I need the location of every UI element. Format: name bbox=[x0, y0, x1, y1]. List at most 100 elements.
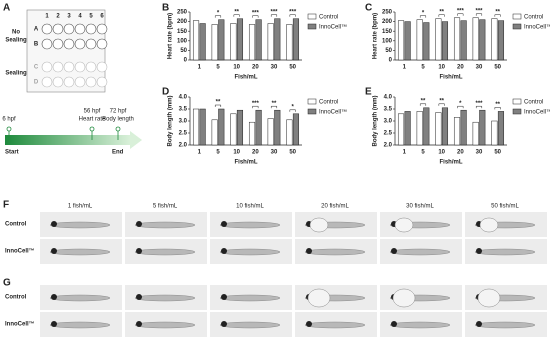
plate-column: 1 bbox=[45, 14, 49, 20]
fish-body bbox=[134, 248, 196, 256]
sig-label: * bbox=[217, 10, 220, 16]
fish-eye bbox=[221, 221, 227, 227]
sig-bracket bbox=[289, 109, 296, 112]
well bbox=[96, 61, 108, 73]
bar bbox=[199, 23, 206, 61]
sig-label: ** bbox=[439, 9, 444, 15]
bar bbox=[192, 108, 200, 146]
bar bbox=[236, 109, 244, 146]
fish-body bbox=[134, 294, 196, 302]
bar bbox=[453, 17, 461, 61]
sig-bracket bbox=[419, 15, 427, 18]
sig-bracket bbox=[214, 15, 222, 18]
fish-eye bbox=[136, 248, 142, 254]
x-tick-label: 50 bbox=[289, 150, 296, 156]
legend-label: InnoCell™ bbox=[524, 109, 550, 116]
image-row: InnoCell™ bbox=[5, 248, 35, 255]
y-tick-label: 200 bbox=[177, 19, 188, 25]
image-column: 30 fish/mL bbox=[406, 204, 434, 210]
sig-bracket bbox=[475, 105, 483, 109]
fish-body bbox=[134, 221, 196, 229]
bar bbox=[472, 121, 479, 146]
fish-edema bbox=[394, 217, 414, 233]
legend-swatch bbox=[512, 98, 522, 105]
sig-label: * bbox=[459, 101, 462, 107]
fish-edema bbox=[477, 288, 501, 308]
x-tick-label: 50 bbox=[289, 65, 296, 71]
fish-body bbox=[389, 248, 451, 256]
sig-label: ** bbox=[439, 98, 444, 104]
panel-label: D bbox=[162, 87, 169, 98]
bar bbox=[435, 112, 442, 146]
y-tick-label: 150 bbox=[382, 29, 393, 35]
well bbox=[63, 23, 75, 35]
x-tick-label: 50 bbox=[494, 150, 501, 156]
sig-label: *** bbox=[252, 101, 260, 107]
y-tick-label: 2.5 bbox=[179, 131, 188, 137]
fish-eye bbox=[51, 321, 57, 327]
timeline-arrow bbox=[130, 131, 142, 149]
bar bbox=[267, 23, 274, 61]
x-tick-label: 10 bbox=[233, 150, 240, 156]
y-tick-label: 2.0 bbox=[179, 143, 188, 149]
timeline-bar bbox=[5, 135, 130, 145]
fish-edema bbox=[309, 217, 329, 233]
y-axis-title: Heart rate (bpm) bbox=[373, 13, 379, 59]
fish-body bbox=[219, 321, 281, 329]
panel-label: F bbox=[3, 200, 9, 211]
image-column: 20 fish/mL bbox=[321, 204, 349, 210]
fish-eye bbox=[221, 321, 227, 327]
fish-eye bbox=[306, 321, 312, 327]
bar bbox=[423, 22, 430, 61]
legend-swatch bbox=[307, 98, 317, 105]
well bbox=[41, 38, 53, 50]
sig-bracket bbox=[289, 14, 296, 17]
panel-label: B bbox=[162, 3, 169, 14]
fish-body bbox=[389, 321, 451, 329]
fish-edema bbox=[479, 217, 499, 233]
y-tick-label: 0 bbox=[184, 58, 188, 64]
legend-swatch bbox=[512, 23, 522, 30]
timeline-event: Heart rate bbox=[79, 117, 106, 123]
fish-body bbox=[49, 321, 111, 329]
timeline-point bbox=[89, 126, 95, 132]
bar bbox=[479, 19, 486, 61]
fish-body bbox=[49, 248, 111, 256]
image-row: Control bbox=[5, 222, 27, 228]
bar bbox=[236, 18, 244, 61]
fish-edema bbox=[307, 288, 331, 308]
x-tick-label: 20 bbox=[457, 65, 464, 71]
timeline-time: 72 hpf bbox=[110, 109, 127, 115]
fish-eye bbox=[221, 248, 227, 254]
bar bbox=[497, 111, 505, 146]
sig-label: *** bbox=[457, 8, 465, 14]
image-column: 50 fish/mL bbox=[491, 204, 519, 210]
fish-eye bbox=[136, 294, 142, 300]
y-tick-label: 3.5 bbox=[384, 107, 393, 113]
well bbox=[63, 61, 75, 73]
bar bbox=[230, 23, 237, 61]
well bbox=[52, 38, 64, 50]
y-tick-label: 2.0 bbox=[384, 143, 393, 149]
x-tick-label: 50 bbox=[494, 65, 501, 71]
fish-eye bbox=[136, 321, 142, 327]
legend-label: Control bbox=[524, 100, 543, 106]
fish-eye bbox=[51, 294, 57, 300]
fish-eye bbox=[391, 321, 397, 327]
panel-label: E bbox=[365, 87, 372, 98]
group-label: No bbox=[12, 30, 20, 36]
sig-bracket bbox=[494, 107, 501, 110]
x-axis-title: Fish/mL bbox=[234, 75, 257, 81]
fish-body bbox=[304, 248, 366, 256]
image-row: Control bbox=[5, 295, 27, 301]
legend-swatch bbox=[307, 108, 317, 115]
x-axis-title: Fish/mL bbox=[439, 160, 462, 166]
legend-swatch bbox=[512, 108, 522, 115]
sig-label: *** bbox=[252, 10, 260, 16]
plate-row: A bbox=[34, 27, 39, 33]
y-tick-label: 250 bbox=[177, 10, 188, 16]
x-tick-label: 1 bbox=[403, 65, 407, 71]
y-tick-label: 3.0 bbox=[384, 119, 393, 125]
bar bbox=[267, 118, 274, 146]
y-tick-label: 150 bbox=[177, 29, 188, 35]
